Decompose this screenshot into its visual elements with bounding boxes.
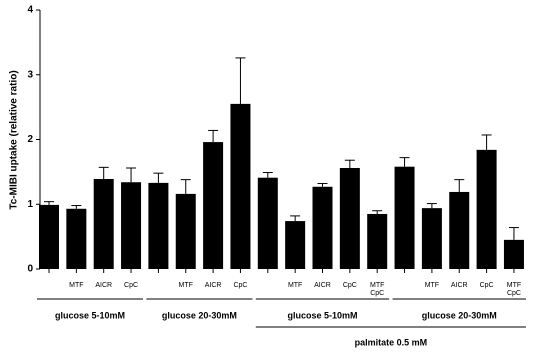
- group-label: glucose 5-10mM: [287, 310, 357, 320]
- x-tick-label: AICR: [314, 282, 331, 289]
- group-label: glucose 20-30mM: [162, 310, 237, 320]
- bar: [175, 193, 196, 269]
- bar: [476, 149, 497, 269]
- y-tick-label: 0: [27, 264, 33, 275]
- x-tick-label: CpC: [233, 282, 247, 289]
- bar: [39, 204, 59, 269]
- x-tick-label: CpC: [343, 282, 357, 289]
- bar: [339, 167, 360, 269]
- y-tick-label: 3: [27, 69, 33, 80]
- x-tick-label: MTF: [179, 282, 193, 289]
- bar: [503, 239, 524, 269]
- bar: [421, 208, 442, 269]
- x-tick-label: CpC: [124, 282, 138, 289]
- bar: [93, 178, 114, 269]
- x-tick-label: MTF CpC: [370, 282, 384, 297]
- y-tick-label: 2: [27, 134, 33, 145]
- y-tick-label: 1: [27, 199, 33, 210]
- x-tick-label: AICR: [451, 282, 468, 289]
- bar: [367, 213, 388, 269]
- super-group-label: palmitate 0.5 mM: [355, 337, 428, 347]
- bar: [394, 166, 415, 269]
- x-tick-label: CpC: [480, 282, 494, 289]
- group-label: glucose 20-30mM: [422, 310, 497, 320]
- bar: [66, 208, 87, 269]
- bar: [121, 182, 142, 269]
- x-tick-label: MTF: [288, 282, 302, 289]
- y-axis-title: Tc-MIBI uptake (relative ratio): [9, 70, 20, 209]
- x-tick-label: MTF: [425, 282, 439, 289]
- bar: [312, 186, 333, 269]
- group-label: glucose 5-10mM: [55, 310, 125, 320]
- bar: [257, 177, 278, 269]
- x-tick-label: MTF: [69, 282, 83, 289]
- x-tick-label: MTF CpC: [507, 282, 521, 297]
- y-tick-label: 4: [27, 5, 33, 16]
- bar: [203, 142, 224, 269]
- bar: [148, 182, 169, 269]
- bar: [230, 103, 251, 269]
- bar: [285, 221, 306, 269]
- x-tick-label: AICR: [95, 282, 112, 289]
- bar: [449, 191, 470, 269]
- x-tick-label: AICR: [205, 282, 222, 289]
